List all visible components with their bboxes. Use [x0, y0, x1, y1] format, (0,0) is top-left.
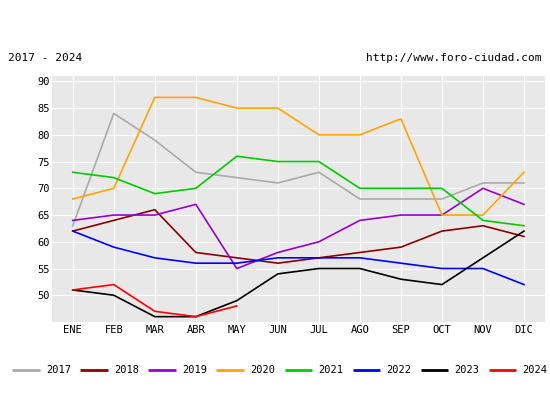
Text: 2018: 2018 [114, 365, 139, 375]
Text: http://www.foro-ciudad.com: http://www.foro-ciudad.com [366, 53, 542, 63]
Text: 2021: 2021 [318, 365, 343, 375]
Text: 2020: 2020 [250, 365, 275, 375]
Text: 2024: 2024 [522, 365, 547, 375]
Text: 2017: 2017 [46, 365, 71, 375]
Text: 2017 - 2024: 2017 - 2024 [8, 53, 82, 63]
Text: 2022: 2022 [386, 365, 411, 375]
Text: 2019: 2019 [182, 365, 207, 375]
Text: Evolucion del paro registrado en Puigpelat: Evolucion del paro registrado en Puigpel… [84, 14, 466, 28]
Text: 2023: 2023 [454, 365, 480, 375]
